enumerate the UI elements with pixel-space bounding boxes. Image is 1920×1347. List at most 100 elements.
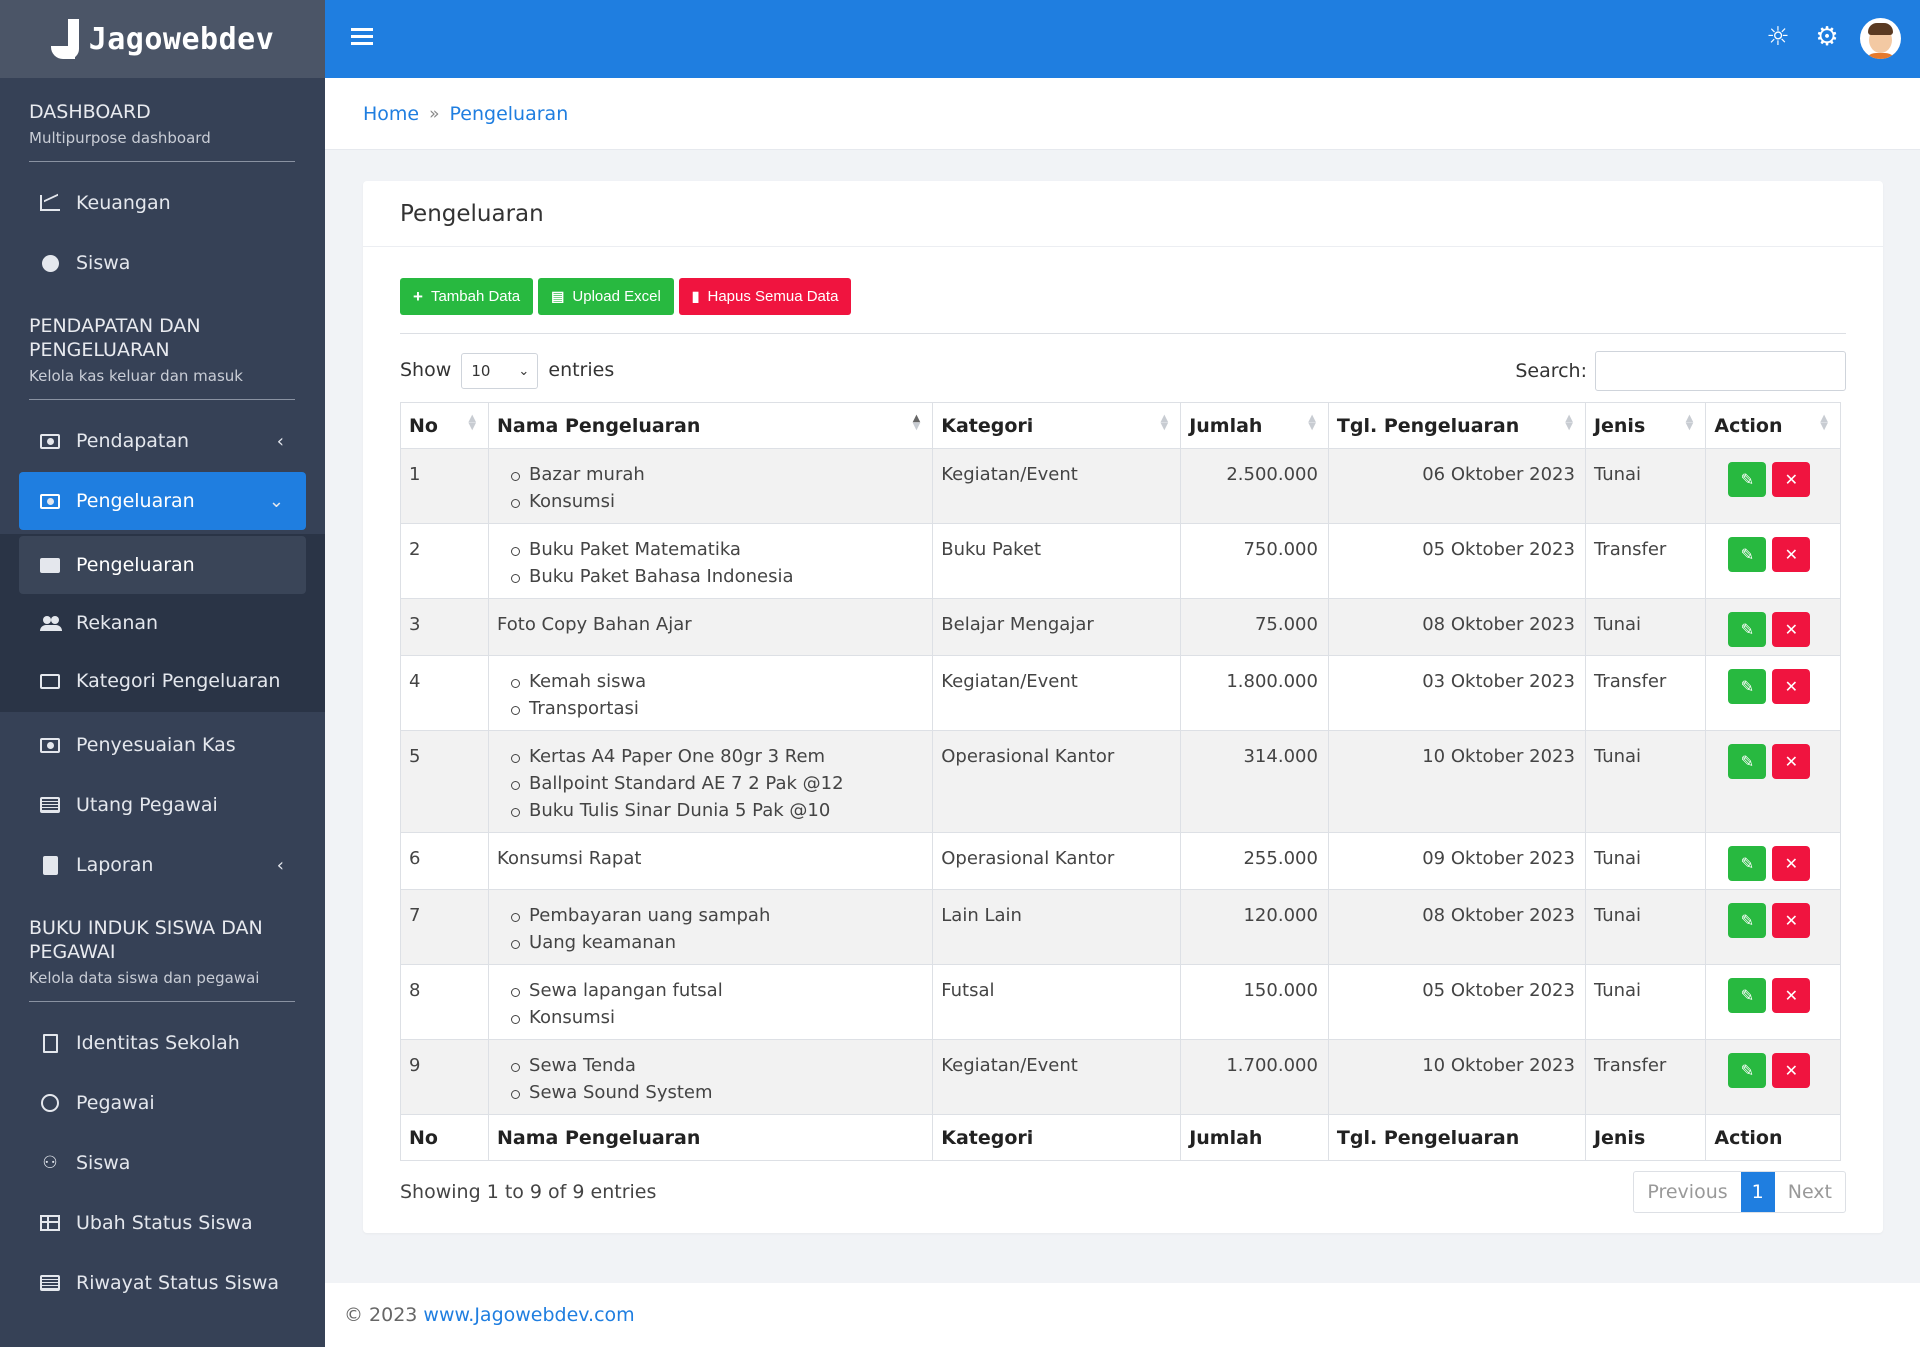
close-icon[interactable]: ✕ — [1772, 978, 1811, 1013]
edit-icon[interactable]: ✎ — [1728, 903, 1767, 938]
gauge-icon — [40, 254, 60, 272]
cell-nama: Bazar murah Konsumsi — [488, 448, 934, 524]
hapus-semua-data-button[interactable]: ▮ Hapus Semua Data — [678, 278, 852, 315]
pagination: Previous 1 Next — [1633, 1171, 1846, 1213]
cell-tgl: 06 Oktober 2023 — [1327, 448, 1586, 524]
edit-icon[interactable]: ✎ — [1728, 669, 1767, 704]
sidebar-item-riwayat-status-siswa[interactable]: Riwayat Status Siswa — [19, 1254, 306, 1312]
sidebar-item-siswa-dashboard[interactable]: Siswa — [19, 234, 306, 292]
sidebar-item-label: Pengeluaran — [76, 490, 195, 512]
action-toolbar: + Tambah Data ▤ Upload Excel ▮ Hapus Sem… — [400, 278, 1846, 334]
sidebar-submenu-pengeluaran: Pengeluaran Rekanan Kategori Pengeluaran — [0, 534, 325, 712]
close-icon[interactable]: ✕ — [1772, 1053, 1811, 1088]
breadcrumb: Home » Pengeluaran — [325, 78, 1920, 150]
close-icon[interactable]: ✕ — [1772, 846, 1811, 881]
cell-kategori: Buku Paket — [932, 523, 1182, 599]
col-header-tgl[interactable]: Tgl. Pengeluaran ▲ ▼ — [1327, 402, 1586, 449]
cell-nama: Konsumsi Rapat — [488, 832, 934, 890]
cell-jumlah: 150.000 — [1180, 964, 1329, 1040]
list-item: Kemah siswa — [511, 668, 924, 695]
sidebar-item-label: Pendapatan — [76, 430, 190, 452]
sidebar: Jagowebdev DASHBOARD Multipurpose dashbo… — [0, 0, 325, 1347]
button-label: Hapus Semua Data — [707, 288, 839, 305]
list-item: Buku Paket Bahasa Indonesia — [511, 563, 924, 590]
sidebar-subitem-rekanan[interactable]: Rekanan — [19, 594, 306, 652]
money-icon — [40, 492, 60, 510]
search-input[interactable] — [1595, 351, 1846, 391]
col-footer-jenis: Jenis — [1584, 1114, 1707, 1161]
tambah-data-button[interactable]: + Tambah Data — [400, 278, 534, 315]
brand[interactable]: Jagowebdev — [0, 0, 325, 78]
close-icon[interactable]: ✕ — [1772, 462, 1811, 497]
sidebar-item-pegawai[interactable]: Pegawai — [19, 1074, 306, 1132]
edit-icon[interactable]: ✎ — [1728, 612, 1767, 647]
item-list: Bazar murah Konsumsi — [497, 461, 924, 515]
close-icon[interactable]: ✕ — [1772, 744, 1811, 779]
pengeluaran-table: No ▲ ▼ Nama Pengeluaran ▲ ▼ Kategori ▲ ▼ Jumla… — [399, 402, 1841, 1161]
sidebar-item-identitas-sekolah[interactable]: Identitas Sekolah — [19, 1014, 306, 1072]
edit-icon[interactable]: ✎ — [1728, 462, 1767, 497]
col-header-no[interactable]: No ▲ ▼ — [399, 402, 490, 449]
sidebar-item-pendapatan[interactable]: Pendapatan ‹ — [19, 412, 306, 470]
pagination-page-1[interactable]: 1 — [1740, 1172, 1775, 1212]
cell-nama: Sewa Tenda Sewa Sound System — [488, 1039, 934, 1115]
users-icon — [40, 614, 62, 632]
sun-icon[interactable]: ☼ — [1766, 22, 1790, 52]
main-card: Pengeluaran + Tambah Data ▤ Upload Excel… — [363, 181, 1883, 1233]
col-header-kategori[interactable]: Kategori ▲ ▼ — [932, 402, 1182, 449]
edit-icon[interactable]: ✎ — [1728, 537, 1767, 572]
pagination-next[interactable]: Next — [1787, 1181, 1832, 1203]
edit-icon[interactable]: ✎ — [1728, 1053, 1767, 1088]
sidebar-item-siswa[interactable]: ⚇ Siswa — [19, 1134, 306, 1192]
upload-excel-button[interactable]: ▤ Upload Excel — [538, 278, 674, 315]
section-subtitle: Kelola data siswa dan pegawai — [29, 969, 260, 987]
cell-kategori: Belajar Mengajar — [932, 598, 1182, 656]
cell-no: 2 — [399, 523, 490, 599]
cell-nama: Sewa lapangan futsal Konsumsi — [488, 964, 934, 1040]
entries-select[interactable]: 10 ⌄ — [461, 353, 539, 389]
money-icon — [40, 432, 60, 450]
sidebar-item-penyesuaian-kas[interactable]: Penyesuaian Kas — [19, 716, 306, 774]
table-row: 7 Pembayaran uang sampah Uang keamanan Lain… — [399, 889, 1841, 965]
edit-icon[interactable]: ✎ — [1728, 846, 1767, 881]
pagination-previous[interactable]: Previous — [1647, 1181, 1728, 1203]
cell-tgl: 10 Oktober 2023 — [1327, 1039, 1586, 1115]
list-item: Konsumsi — [511, 1004, 924, 1031]
breadcrumb-home-link[interactable]: Home — [363, 102, 420, 125]
list-icon — [40, 796, 60, 814]
table-footer: Showing 1 to 9 of 9 entries Previous 1 N… — [400, 1171, 1846, 1213]
gear-icon[interactable]: ⚙ — [1815, 22, 1839, 52]
col-header-action[interactable]: Action ▲ ▼ — [1705, 402, 1841, 449]
hamburger-menu-icon[interactable] — [351, 28, 373, 46]
table-icon — [40, 1214, 60, 1232]
close-icon[interactable]: ✕ — [1772, 903, 1811, 938]
col-header-jumlah[interactable]: Jumlah ▲ ▼ — [1180, 402, 1329, 449]
edit-icon[interactable]: ✎ — [1728, 744, 1767, 779]
avatar[interactable] — [1860, 18, 1901, 59]
close-icon[interactable]: ✕ — [1772, 612, 1811, 647]
chevron-down-icon: ⌄ — [518, 363, 530, 379]
sidebar-item-ubah-status-siswa[interactable]: Ubah Status Siswa — [19, 1194, 306, 1252]
cell-no: 7 — [399, 889, 490, 965]
table-row: 9 Sewa Tenda Sewa Sound System Kegiatan/Eve… — [399, 1039, 1841, 1115]
cell-no: 6 — [399, 832, 490, 890]
col-header-nama[interactable]: Nama Pengeluaran ▲ ▼ — [488, 402, 934, 449]
brand-name: Jagowebdev — [88, 21, 275, 57]
breadcrumb-current-link[interactable]: Pengeluaran — [449, 102, 569, 125]
col-header-jenis[interactable]: Jenis ▲ ▼ — [1584, 402, 1707, 449]
length-control: Show 10 ⌄ entries — [400, 353, 614, 389]
edit-icon[interactable]: ✎ — [1728, 978, 1767, 1013]
footer-link[interactable]: www.Jagowebdev.com — [423, 1304, 635, 1326]
sidebar-item-pengeluaran[interactable]: Pengeluaran ⌄ — [19, 472, 306, 530]
close-icon[interactable]: ✕ — [1772, 537, 1811, 572]
sidebar-item-keuangan[interactable]: Keuangan — [19, 174, 306, 232]
sidebar-subitem-pengeluaran[interactable]: Pengeluaran — [19, 536, 306, 594]
cell-jumlah: 1.700.000 — [1180, 1039, 1329, 1115]
calendar-icon — [40, 1274, 60, 1292]
close-icon[interactable]: ✕ — [1772, 669, 1811, 704]
sidebar-item-laporan[interactable]: Laporan ‹ — [19, 836, 306, 894]
sidebar-subitem-kategori[interactable]: Kategori Pengeluaran — [19, 652, 306, 710]
sidebar-item-utang-pegawai[interactable]: Utang Pegawai — [19, 776, 306, 834]
item-list: Pembayaran uang sampah Uang keamanan — [497, 902, 924, 956]
table-row: 4 Kemah siswa Transportasi Kegiatan/Event 1.… — [399, 655, 1841, 731]
